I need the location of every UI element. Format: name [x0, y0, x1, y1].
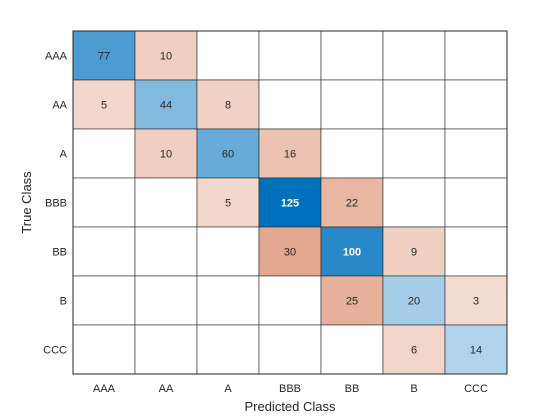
matrix-cell [444, 275, 508, 326]
cell-value-label: 8 [225, 100, 231, 112]
matrix-cell [134, 128, 198, 179]
matrix-cell [72, 324, 136, 375]
matrix-cell [258, 275, 322, 326]
x-tick-label: A [224, 383, 232, 395]
y-tick-label: BB [52, 247, 67, 259]
matrix-cell [258, 324, 322, 375]
matrix-cell [196, 275, 260, 326]
y-tick-label: B [60, 296, 67, 308]
cell-value-label: 14 [470, 345, 482, 357]
cell-value-label: 16 [284, 149, 296, 161]
matrix-cell [134, 177, 198, 228]
cell-value-label: 9 [411, 247, 417, 259]
cell-value-label: 30 [284, 247, 296, 259]
matrix-cell [382, 79, 446, 130]
y-tick-label: A [60, 149, 68, 161]
matrix-cell [320, 30, 384, 81]
cell-value-label: 25 [346, 296, 358, 308]
matrix-cell [444, 324, 508, 375]
plot-border [72, 30, 508, 375]
cell-value-label: 44 [160, 100, 172, 112]
matrix-cell [320, 79, 384, 130]
matrix-cell [134, 30, 198, 81]
x-axis-tick-labels: AAA AA A BBB BB B CCC [93, 383, 488, 395]
cell-value-label: 10 [160, 51, 172, 63]
cell-value-label: 3 [473, 296, 479, 308]
matrix-cell [134, 226, 198, 277]
matrix-cell [196, 128, 260, 179]
matrix-cell [258, 79, 322, 130]
y-tick-label: AAA [45, 51, 68, 63]
matrix-cell [72, 226, 136, 277]
matrix-cell [258, 177, 322, 228]
matrix-cell [258, 30, 322, 81]
cell-value-label: 5 [101, 100, 107, 112]
cell-value-label: 6 [411, 345, 417, 357]
x-tick-label: AAA [93, 383, 116, 395]
x-tick-label: BBB [279, 383, 301, 395]
matrix-cell [196, 79, 260, 130]
matrix-cell [444, 226, 508, 277]
matrix-cell-labels: 77 10 5 44 8 10 60 16 5 125 22 30 100 9 25 20 3 6 14 [98, 51, 482, 357]
matrix-cell [444, 177, 508, 228]
x-axis-label: Predicted Class [244, 399, 336, 414]
matrix-cell [134, 275, 198, 326]
matrix-cell [382, 30, 446, 81]
x-tick-label: B [410, 383, 417, 395]
matrix-cells [72, 30, 508, 375]
cell-value-label: 22 [346, 198, 358, 210]
y-tick-label: CCC [43, 345, 67, 357]
matrix-cell [72, 177, 136, 228]
y-axis-label: True Class [19, 171, 34, 234]
x-tick-label: BB [345, 383, 360, 395]
matrix-cell [72, 30, 136, 81]
matrix-cell [320, 128, 384, 179]
cell-value-label: 20 [408, 296, 420, 308]
y-tick-label: AA [52, 100, 67, 112]
matrix-cell [134, 324, 198, 375]
matrix-cell [72, 275, 136, 326]
matrix-cell [382, 177, 446, 228]
matrix-cell [444, 128, 508, 179]
x-tick-label: CCC [464, 383, 488, 395]
matrix-cell [196, 30, 260, 81]
cell-value-label: 60 [222, 149, 234, 161]
x-tick-label: AA [159, 383, 174, 395]
matrix-cell [382, 128, 446, 179]
matrix-cell [320, 324, 384, 375]
matrix-cell [382, 324, 446, 375]
matrix-cell [72, 128, 136, 179]
cell-value-label: 77 [98, 51, 110, 63]
matrix-cell [196, 226, 260, 277]
cell-value-label: 10 [160, 149, 172, 161]
matrix-cell [196, 324, 260, 375]
y-tick-label: BBB [45, 198, 67, 210]
matrix-cell [258, 128, 322, 179]
matrix-cell [320, 275, 384, 326]
cell-value-label: 125 [281, 198, 299, 210]
matrix-cell [444, 79, 508, 130]
cell-value-label: 5 [225, 198, 231, 210]
cell-value-label: 100 [343, 247, 361, 259]
matrix-cell [444, 30, 508, 81]
